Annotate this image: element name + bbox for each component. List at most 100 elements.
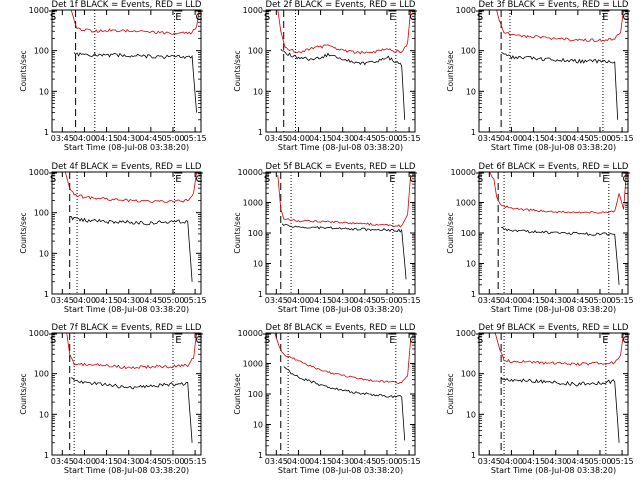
y-tick-label: 1000 bbox=[29, 329, 49, 338]
x-tick-label: 05:15 bbox=[184, 134, 207, 143]
marker-label: S bbox=[50, 335, 56, 346]
y-tick-label: 10 bbox=[253, 421, 263, 430]
x-tick-label: 05:00 bbox=[588, 134, 611, 143]
marker-label: C bbox=[623, 12, 630, 23]
x-tick-label: 05:00 bbox=[161, 296, 184, 305]
plot-frame bbox=[265, 9, 416, 133]
marker-label: C bbox=[623, 335, 630, 346]
y-tick-label: 10 bbox=[466, 87, 476, 96]
series-line bbox=[277, 174, 411, 228]
x-axis-label: Start Time (08-Jul-08 03:38:20) bbox=[64, 305, 189, 314]
x-tick-label: 04:30 bbox=[331, 296, 354, 305]
y-tick-label: 10000 bbox=[451, 168, 476, 177]
y-axis-label: Counts/sec bbox=[19, 373, 28, 414]
marker-label: S bbox=[477, 12, 483, 23]
x-tick-label: 03:45 bbox=[478, 457, 501, 466]
x-tick-label: 04:15 bbox=[522, 457, 545, 466]
x-tick-label: 04:15 bbox=[309, 296, 332, 305]
x-tick-label: 05:00 bbox=[161, 457, 184, 466]
y-tick-label: 100 bbox=[34, 370, 49, 379]
y-tick-label: 1000 bbox=[456, 329, 476, 338]
x-tick-label: 03:45 bbox=[51, 134, 74, 143]
x-axis-label: Start Time (08-Jul-08 03:38:20) bbox=[491, 466, 616, 475]
x-tick-label: 04:00 bbox=[287, 134, 310, 143]
x-tick-label: 05:15 bbox=[184, 296, 207, 305]
x-tick-label: 04:15 bbox=[309, 457, 332, 466]
y-tick-label: 1000 bbox=[243, 199, 263, 208]
x-tick-label: 04:45 bbox=[139, 134, 162, 143]
y-axis-label: Counts/sec bbox=[446, 212, 455, 253]
y-tick-label: 10 bbox=[39, 249, 49, 258]
x-tick-label: 05:00 bbox=[161, 134, 184, 143]
marker-label: C bbox=[410, 335, 417, 346]
series-line bbox=[66, 332, 197, 370]
x-tick-label: 03:45 bbox=[51, 457, 74, 466]
y-tick-label: 10 bbox=[253, 260, 263, 269]
marker-label: E bbox=[389, 12, 395, 23]
marker-label: E bbox=[602, 174, 608, 185]
y-tick-label: 10 bbox=[253, 87, 263, 96]
x-tick-label: 03:45 bbox=[51, 296, 74, 305]
x-tick-label: 03:45 bbox=[265, 134, 288, 143]
x-tick-label: 05:15 bbox=[398, 296, 421, 305]
x-tick-label: 04:30 bbox=[117, 457, 140, 466]
y-axis-label: Counts/sec bbox=[233, 373, 242, 414]
x-tick-label: 04:15 bbox=[522, 134, 545, 143]
x-tick-label: 04:30 bbox=[117, 296, 140, 305]
series-line bbox=[277, 9, 411, 55]
series-line bbox=[496, 9, 624, 43]
x-tick-label: 04:00 bbox=[287, 457, 310, 466]
y-axis-label: Counts/sec bbox=[446, 50, 455, 91]
x-tick-label: 05:00 bbox=[375, 296, 398, 305]
x-tick-label: 04:30 bbox=[544, 296, 567, 305]
y-tick-label: 1000 bbox=[243, 360, 263, 369]
y-axis-label: Counts/sec bbox=[233, 50, 242, 91]
plot-frame bbox=[478, 9, 629, 133]
plot-frame bbox=[51, 171, 202, 295]
marker-label: C bbox=[410, 174, 417, 185]
x-tick-label: 05:00 bbox=[588, 296, 611, 305]
x-tick-label: 04:45 bbox=[566, 296, 589, 305]
marker-label: E bbox=[389, 174, 395, 185]
series-line bbox=[283, 366, 406, 441]
plot-frame bbox=[51, 332, 202, 456]
marker-label: S bbox=[477, 335, 483, 346]
marker-label: S bbox=[50, 174, 56, 185]
marker-label: E bbox=[175, 335, 181, 346]
series-line bbox=[71, 377, 193, 443]
y-axis-label: Counts/sec bbox=[233, 212, 242, 253]
y-tick-label: 10 bbox=[39, 87, 49, 96]
y-tick-label: 1000 bbox=[29, 168, 49, 177]
x-tick-label: 05:15 bbox=[611, 457, 634, 466]
plot-frame bbox=[51, 9, 202, 133]
marker-label: C bbox=[196, 174, 203, 185]
y-tick-label: 100 bbox=[461, 47, 476, 56]
marker-label: E bbox=[389, 335, 395, 346]
y-tick-label: 10 bbox=[466, 260, 476, 269]
y-tick-label: 100 bbox=[34, 47, 49, 56]
marker-label: E bbox=[602, 335, 608, 346]
series-line bbox=[488, 171, 627, 214]
panel: Det 8f BLACK = Events, RED = LLD S E C 1 10 10… bbox=[233, 323, 421, 475]
marker-label: C bbox=[196, 335, 203, 346]
x-tick-label: 05:00 bbox=[375, 457, 398, 466]
y-tick-label: 10 bbox=[39, 410, 49, 419]
panel-title: Det 4f BLACK = Events, RED = LLD bbox=[52, 162, 202, 172]
x-axis-label: Start Time (08-Jul-08 03:38:20) bbox=[278, 305, 403, 314]
x-tick-label: 03:45 bbox=[265, 296, 288, 305]
y-tick-label: 1 bbox=[471, 290, 476, 299]
x-tick-label: 04:00 bbox=[73, 296, 96, 305]
series-line bbox=[274, 332, 411, 385]
x-tick-label: 03:45 bbox=[478, 296, 501, 305]
series-line bbox=[70, 9, 200, 35]
marker-label: S bbox=[264, 174, 270, 185]
series-line bbox=[280, 48, 406, 120]
marker-label: S bbox=[50, 12, 56, 23]
y-tick-label: 100 bbox=[248, 47, 263, 56]
y-tick-label: 1000 bbox=[456, 199, 476, 208]
series-line bbox=[501, 226, 620, 285]
x-tick-label: 04:00 bbox=[73, 134, 96, 143]
marker-label: S bbox=[477, 174, 483, 185]
x-tick-label: 04:45 bbox=[139, 296, 162, 305]
